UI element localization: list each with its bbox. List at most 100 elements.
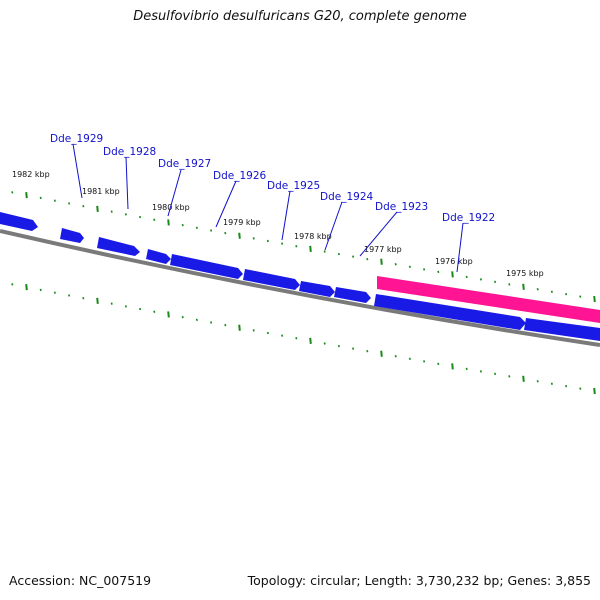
gene-label[interactable]: Dde_1929 [50,133,103,145]
gene-label-leaders [72,143,464,273]
minor-tick [11,191,14,194]
major-tick [522,375,525,382]
gene-label[interactable]: Dde_1926 [213,170,267,182]
gene-arrow[interactable] [299,281,335,297]
minor-tick [68,202,71,205]
gene-arrow[interactable] [524,318,600,341]
outer-tick-track [11,191,596,303]
kbp-label: 1982 kbp [12,170,50,179]
kbp-label: 1981 kbp [82,187,120,196]
major-tick [593,387,596,395]
inner-tick-track [11,283,596,395]
minor-tick [494,280,497,284]
leader-line [125,156,129,210]
gene-arrow[interactable] [334,287,371,303]
leader-line [456,222,464,273]
minor-tick [39,196,42,200]
major-tick [96,297,99,305]
leader-line [324,201,343,251]
kbp-label: 1979 kbp [223,218,261,227]
minor-tick [181,223,184,227]
gene-arrow[interactable] [243,269,300,290]
minor-tick [423,268,426,271]
minor-tick [153,218,156,221]
minor-tick [53,199,56,202]
gene-label[interactable]: Dde_1924 [320,191,374,203]
gene-arrow[interactable] [97,237,140,256]
minor-tick [11,283,14,286]
leader-line [72,143,83,199]
minor-tick [323,342,326,345]
gene-arrow[interactable] [170,254,243,279]
minor-tick [124,305,127,308]
major-tick [451,271,454,278]
major-tick [96,205,99,213]
leader-line [167,169,182,217]
kbp-label: 1977 kbp [364,245,402,254]
major-tick [380,350,383,357]
minor-tick [437,362,440,366]
gene-arrow[interactable] [0,212,38,231]
minor-tick [281,242,284,245]
minor-tick [337,344,340,348]
minor-tick [266,239,269,243]
major-tick [309,337,312,344]
leader-line [281,190,291,241]
minor-tick [181,315,184,319]
minor-tick [536,380,539,383]
gene-label[interactable]: Dde_1923 [375,201,428,213]
minor-tick [352,347,355,350]
major-tick [522,283,525,290]
minor-tick [437,270,440,274]
minor-tick [465,275,468,279]
minor-tick [408,265,411,269]
gene-label[interactable]: Dde_1928 [103,146,156,158]
minor-tick [139,307,142,311]
major-tick [25,192,28,199]
minor-tick [82,296,85,300]
major-tick [593,295,596,303]
minor-tick [295,245,298,248]
accession-text: Accession: NC_007519 [9,573,152,588]
gene-arrow[interactable] [60,228,84,243]
minor-tick [479,278,482,281]
gene-label[interactable]: Dde_1927 [158,158,211,170]
minor-tick [508,283,511,286]
minor-tick [210,321,213,324]
gene-label-group: Dde_1929 Dde_1928 Dde_1927 Dde_1926 Dde_… [50,133,495,224]
gene-arrow[interactable] [146,249,171,264]
gene-label[interactable]: Dde_1922 [442,212,495,224]
major-tick [167,311,170,318]
gene-arrow[interactable] [374,294,526,330]
minor-tick [494,372,497,376]
major-tick [238,232,241,239]
minor-tick [110,302,113,305]
minor-tick [508,375,511,378]
minor-tick [195,226,198,230]
minor-tick [53,291,56,294]
leader-line [215,180,237,228]
minor-tick [252,237,255,240]
minor-tick [408,357,411,361]
major-tick [25,284,28,291]
minor-tick [153,310,156,313]
minor-tick [423,360,426,363]
kbp-label: 1976 kbp [435,257,473,266]
major-tick [238,324,241,331]
minor-tick [465,367,468,371]
minor-tick [266,331,269,335]
gene-track [0,212,600,341]
minor-tick [110,210,113,213]
minor-tick [366,257,369,261]
minor-tick [550,382,553,385]
minor-tick [295,337,298,340]
minor-tick [352,255,355,258]
gene-arrow-highlighted[interactable] [377,276,600,323]
minor-tick [337,252,340,256]
map-title: Desulfovibrio desulfuricans G20, complet… [133,9,467,24]
minor-tick [210,229,213,232]
major-tick [380,258,383,265]
major-tick [309,245,312,252]
minor-tick [394,355,397,358]
gene-label[interactable]: Dde_1925 [267,180,320,192]
